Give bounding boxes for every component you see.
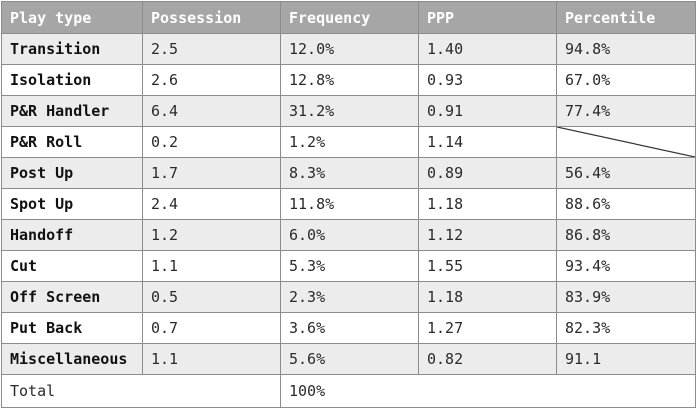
- table-row: Isolation 2.6 12.8% 0.93 67.0%: [1, 64, 696, 96]
- table-row: Off Screen 0.5 2.3% 1.18 83.9%: [1, 281, 696, 313]
- cell-possession: 0.5: [142, 281, 281, 313]
- cell-percentile: 56.4%: [556, 157, 696, 189]
- table-row: Miscellaneous 1.1 5.6% 0.82 91.1: [1, 343, 696, 375]
- cell-percentile: 67.0%: [556, 64, 696, 96]
- cell-frequency: 1.2%: [280, 126, 419, 158]
- cell-percentile: 82.3%: [556, 312, 696, 344]
- header-row: Play type Possession Frequency PPP Perce…: [1, 1, 696, 34]
- cell-percentile: 93.4%: [556, 250, 696, 282]
- cell-ppp: 1.27: [418, 312, 557, 344]
- table-row: P&R Roll 0.2 1.2% 1.14: [1, 126, 696, 158]
- cell-frequency: 31.2%: [280, 95, 419, 127]
- cell-frequency: 12.0%: [280, 33, 419, 65]
- cell-frequency: 3.6%: [280, 312, 419, 344]
- table-row: Transition 2.5 12.0% 1.40 94.8%: [1, 33, 696, 65]
- cell-possession: 2.5: [142, 33, 281, 65]
- cell-play-type: Spot Up: [1, 188, 143, 220]
- cell-ppp: 0.93: [418, 64, 557, 96]
- cell-ppp: 0.89: [418, 157, 557, 189]
- header-possession: Possession: [142, 1, 281, 34]
- cell-frequency: 8.3%: [280, 157, 419, 189]
- table-row: Handoff 1.2 6.0% 1.12 86.8%: [1, 219, 696, 251]
- cell-percentile: 88.6%: [556, 188, 696, 220]
- table-row: P&R Handler 6.4 31.2% 0.91 77.4%: [1, 95, 696, 127]
- cell-ppp: 1.14: [418, 126, 557, 158]
- cell-possession: 1.1: [142, 250, 281, 282]
- diagonal-line-icon: [557, 127, 695, 157]
- cell-possession: 2.4: [142, 188, 281, 220]
- table-row: Put Back 0.7 3.6% 1.27 82.3%: [1, 312, 696, 344]
- cell-ppp: 1.12: [418, 219, 557, 251]
- cell-frequency: 2.3%: [280, 281, 419, 313]
- table-row: Cut 1.1 5.3% 1.55 93.4%: [1, 250, 696, 282]
- header-ppp: PPP: [418, 1, 557, 34]
- cell-possession: 0.7: [142, 312, 281, 344]
- cell-ppp: 1.18: [418, 188, 557, 220]
- total-row: Total 100%: [1, 374, 696, 408]
- header-percentile: Percentile: [556, 1, 696, 34]
- cell-play-type: Isolation: [1, 64, 143, 96]
- cell-possession: 1.2: [142, 219, 281, 251]
- cell-ppp: 1.40: [418, 33, 557, 65]
- table-row: Post Up 1.7 8.3% 0.89 56.4%: [1, 157, 696, 189]
- cell-frequency: 6.0%: [280, 219, 419, 251]
- cell-play-type: Off Screen: [1, 281, 143, 313]
- cell-play-type: Post Up: [1, 157, 143, 189]
- header-frequency: Frequency: [280, 1, 419, 34]
- cell-play-type: P&R Roll: [1, 126, 143, 158]
- cell-ppp: 1.55: [418, 250, 557, 282]
- cell-play-type: Miscellaneous: [1, 343, 143, 375]
- cell-percentile-empty-diagonal: [556, 126, 696, 158]
- cell-play-type: Cut: [1, 250, 143, 282]
- cell-ppp: 0.82: [418, 343, 557, 375]
- header-play-type: Play type: [1, 1, 143, 34]
- cell-percentile: 86.8%: [556, 219, 696, 251]
- cell-percentile: 94.8%: [556, 33, 696, 65]
- cell-possession: 0.2: [142, 126, 281, 158]
- cell-frequency: 12.8%: [280, 64, 419, 96]
- cell-ppp: 1.18: [418, 281, 557, 313]
- cell-frequency: 11.8%: [280, 188, 419, 220]
- cell-percentile: 83.9%: [556, 281, 696, 313]
- cell-percentile: 91.1: [556, 343, 696, 375]
- cell-percentile: 77.4%: [556, 95, 696, 127]
- cell-possession: 1.7: [142, 157, 281, 189]
- cell-frequency: 5.3%: [280, 250, 419, 282]
- total-frequency: 100%: [280, 374, 696, 408]
- cell-play-type: Handoff: [1, 219, 143, 251]
- cell-possession: 6.4: [142, 95, 281, 127]
- total-label: Total: [1, 374, 281, 408]
- cell-possession: 1.1: [142, 343, 281, 375]
- cell-play-type: P&R Handler: [1, 95, 143, 127]
- table-row: Spot Up 2.4 11.8% 1.18 88.6%: [1, 188, 696, 220]
- cell-play-type: Transition: [1, 33, 143, 65]
- cell-frequency: 5.6%: [280, 343, 419, 375]
- cell-ppp: 0.91: [418, 95, 557, 127]
- cell-play-type: Put Back: [1, 312, 143, 344]
- cell-possession: 2.6: [142, 64, 281, 96]
